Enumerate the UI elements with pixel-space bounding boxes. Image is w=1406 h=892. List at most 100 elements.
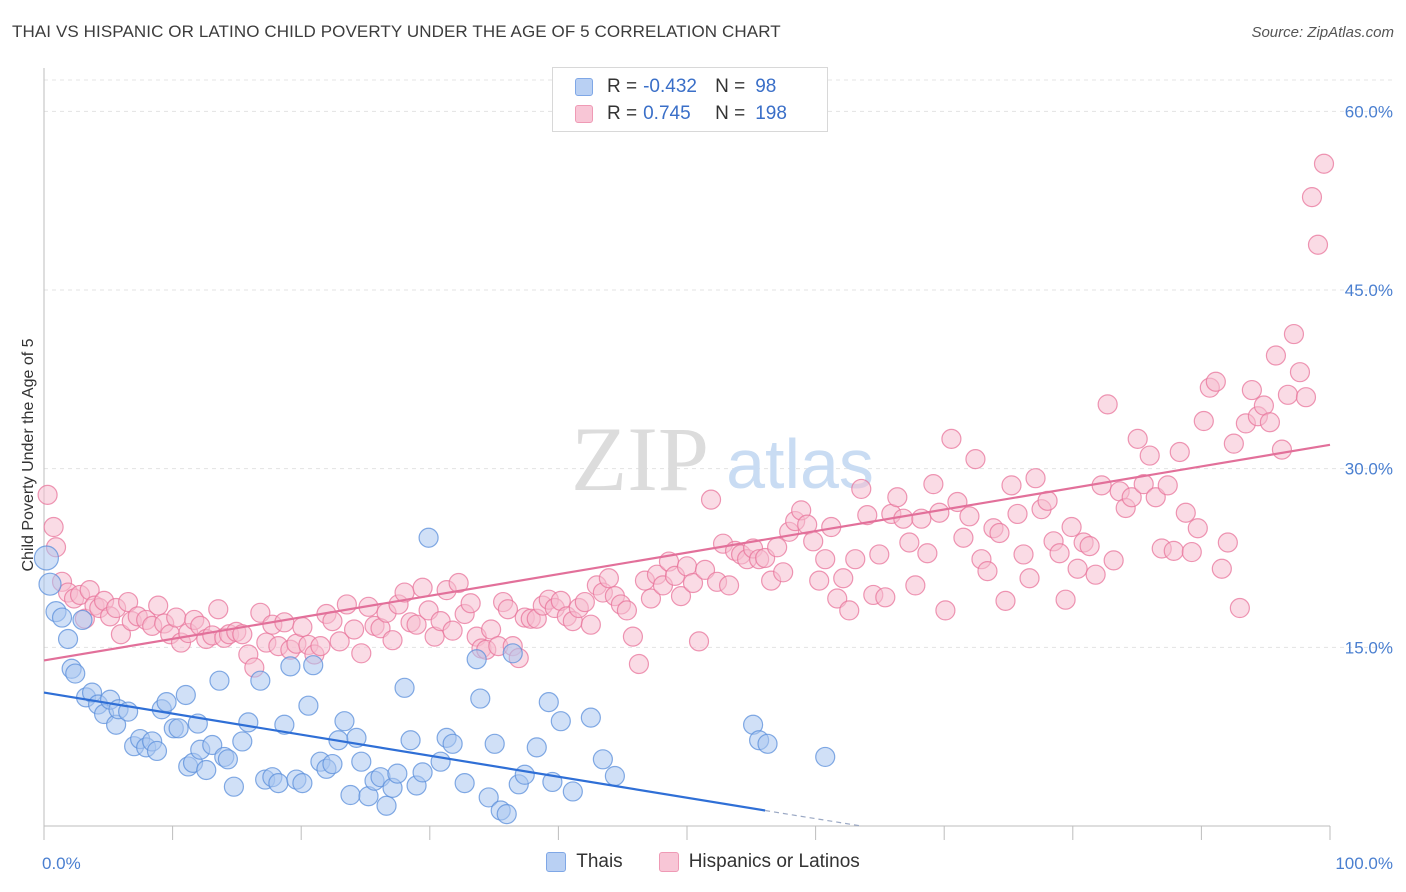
data-point (1085, 564, 1106, 585)
data-point (168, 718, 189, 739)
data-point (232, 731, 253, 752)
data-point (118, 591, 139, 613)
data-point (250, 602, 271, 623)
data-point (268, 773, 289, 794)
data-point (484, 733, 505, 754)
data-point (232, 624, 253, 645)
data-point (382, 630, 403, 651)
axes (43, 68, 1331, 840)
data-point (1049, 543, 1070, 564)
data-point (110, 624, 132, 645)
data-point (598, 568, 619, 589)
data-point (502, 643, 523, 664)
legend-swatch-thais (575, 78, 593, 96)
data-point (146, 740, 168, 762)
data-point (280, 656, 301, 677)
data-point (51, 607, 73, 628)
chart-title: THAI VS HISPANIC OR LATINO CHILD POVERTY… (12, 22, 781, 41)
data-point (1163, 540, 1184, 561)
legend-label-hispanics: Hispanics or Latinos (688, 851, 860, 872)
data-point (1277, 384, 1299, 405)
data-point (959, 506, 980, 527)
trend-line-thais-extension (765, 809, 862, 827)
data-point (1301, 186, 1323, 208)
data-point (1127, 428, 1148, 449)
trend-lines (43, 443, 1331, 827)
data-point (694, 559, 716, 581)
data-point (767, 537, 788, 558)
data-point (43, 516, 64, 538)
data-point (238, 712, 259, 733)
data-point (1067, 558, 1088, 579)
data-point (470, 688, 491, 709)
data-point (1295, 387, 1317, 408)
data-point (604, 765, 625, 787)
y-axis-label: Child Poverty Under the Age of 5 (20, 338, 37, 571)
data-point (497, 599, 519, 620)
legend-r-value: -0.432 (643, 76, 697, 97)
data-point (869, 544, 890, 565)
data-point (1133, 474, 1154, 495)
data-point (1097, 394, 1118, 415)
legend-item-thais: Thais (546, 851, 623, 873)
data-point (640, 588, 662, 609)
data-point (580, 707, 601, 728)
data-point (845, 549, 866, 570)
data-point (1157, 475, 1178, 496)
data-point (995, 590, 1016, 611)
data-point (526, 737, 547, 758)
data-point (815, 746, 836, 768)
data-point (274, 714, 295, 735)
y-tick-label: 60.0% (1345, 102, 1393, 121)
data-point (827, 588, 848, 609)
data-point (196, 759, 217, 781)
data-point (899, 532, 920, 553)
data-point (851, 478, 872, 500)
data-point (329, 631, 350, 652)
data-point (550, 711, 571, 732)
data-point (1313, 153, 1335, 174)
data-point (887, 487, 908, 508)
data-point (718, 575, 740, 596)
data-point (1289, 362, 1311, 383)
trend-line-hispanics (43, 443, 1331, 662)
legend-r-label: R = (607, 103, 638, 124)
data-point (923, 474, 944, 495)
data-point (38, 572, 62, 596)
legend-item-hispanics: Hispanics or Latinos (658, 851, 860, 873)
data-point (574, 591, 595, 613)
data-point (478, 787, 499, 808)
data-point (1007, 503, 1028, 525)
data-point (1079, 535, 1100, 557)
data-point (773, 562, 794, 583)
data-point (514, 764, 535, 785)
data-point (343, 619, 365, 640)
data-point (616, 600, 638, 621)
data-point (418, 527, 439, 548)
y-tick-label: 45.0% (1345, 281, 1393, 300)
data-point (965, 449, 986, 470)
data-point (917, 543, 938, 564)
data-point (322, 753, 343, 775)
x-tick-label: 0.0% (42, 854, 81, 873)
data-point (700, 489, 722, 510)
data-point (1241, 379, 1262, 401)
data-point (833, 568, 854, 589)
data-point (622, 626, 644, 647)
data-point (839, 600, 860, 621)
correlation-legend: R = -0.432 N = 98 R = 0.745 N = 198 (552, 67, 828, 132)
data-point (466, 649, 487, 670)
data-point (340, 784, 361, 806)
data-point (803, 531, 824, 552)
data-point (929, 502, 950, 523)
legend-n-label: N = (715, 103, 746, 124)
data-point (1181, 541, 1202, 563)
data-point (1121, 487, 1142, 508)
data-point (298, 695, 319, 716)
data-point (893, 508, 914, 529)
data-point (562, 781, 583, 802)
data-point (292, 773, 313, 794)
data-point (1193, 410, 1214, 432)
legend-r-label: R = (607, 76, 638, 97)
